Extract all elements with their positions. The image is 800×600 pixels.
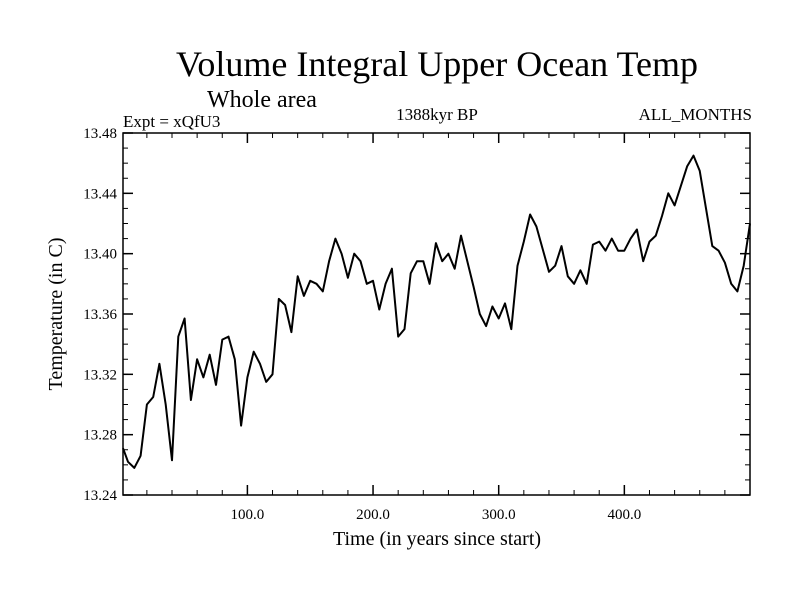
y-tick-label: 13.48 — [83, 126, 117, 142]
y-tick-label: 13.32 — [83, 367, 117, 383]
x-tick-label: 100.0 — [231, 507, 265, 523]
x-axis-label: Time (in years since start) — [333, 528, 541, 550]
y-tick-label: 13.24 — [83, 488, 117, 504]
y-tick-label: 13.36 — [83, 307, 117, 323]
x-tick-label: 200.0 — [356, 507, 390, 523]
y-tick-label: 13.28 — [83, 428, 117, 444]
y-tick-label: 13.44 — [83, 186, 117, 202]
plot-frame — [122, 132, 751, 496]
experiment-label: Expt = xQfU3 — [123, 112, 220, 131]
series-line — [122, 154, 751, 469]
y-tick-label: 13.40 — [83, 247, 117, 263]
y-axis-label: Temperature (in C) — [45, 238, 67, 391]
period-label: 1388kyr BP — [396, 105, 478, 124]
months-label: ALL_MONTHS — [639, 105, 752, 124]
chart-title: Volume Integral Upper Ocean Temp — [176, 44, 698, 84]
x-tick-label: 300.0 — [482, 507, 516, 523]
tick-labels: 13.24 13.28 13.32 13.36 13.40 13.44 13.48 100.0… — [83, 126, 641, 523]
axis-ticks — [123, 132, 750, 496]
chart-subtitle: Whole area — [207, 87, 317, 113]
x-tick-label: 400.0 — [607, 507, 641, 523]
